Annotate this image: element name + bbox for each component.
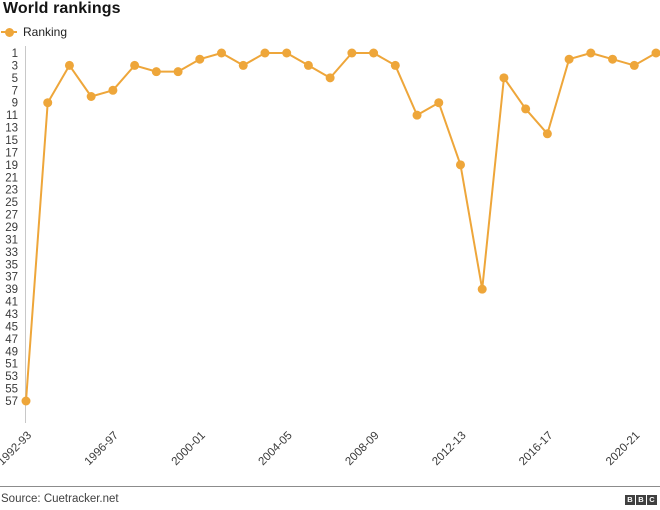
bbc-logo-block: C (647, 495, 657, 505)
y-axis-label: 21 (5, 172, 18, 184)
data-point (282, 48, 292, 58)
y-axis-label: 57 (5, 396, 18, 408)
x-axis-label: 2016-17 (517, 430, 555, 468)
y-axis-label: 53 (5, 371, 18, 383)
data-point (195, 54, 205, 64)
x-axis-label: 1992-93 (0, 430, 34, 468)
legend-label: Ranking (23, 25, 68, 39)
data-point (347, 48, 357, 58)
data-point (521, 104, 531, 114)
legend: Ranking (1, 25, 67, 39)
legend-dot-icon (5, 27, 14, 37)
data-point (455, 160, 465, 170)
data-point (108, 85, 118, 95)
data-point (564, 54, 574, 64)
y-axis-label: 1 (12, 48, 18, 60)
y-axis-label: 3 (12, 60, 18, 72)
data-point (43, 98, 53, 108)
y-axis-label: 9 (12, 98, 18, 110)
y-axis-label: 5 (12, 73, 18, 85)
x-axis-label: 2000-01 (170, 430, 208, 468)
y-axis-label: 31 (5, 234, 18, 246)
data-point (217, 48, 227, 58)
y-axis-label: 17 (5, 147, 18, 159)
x-axis-label: 1996-97 (83, 430, 121, 468)
ranking-line-chart: 1357911131517192123252729313335373941434… (0, 46, 660, 468)
y-axis-label: 19 (5, 160, 18, 172)
legend-line-marker-icon (1, 27, 17, 37)
data-point (542, 129, 552, 139)
y-axis-label: 15 (5, 135, 18, 147)
data-point (130, 60, 140, 70)
data-point (499, 73, 509, 83)
bbc-logo: B B C (625, 495, 657, 505)
data-point (260, 48, 270, 58)
data-point (238, 60, 248, 70)
y-axis-label: 55 (5, 384, 18, 396)
data-point (586, 48, 596, 58)
y-axis-label: 37 (5, 272, 18, 284)
y-axis-label: 41 (5, 297, 18, 309)
data-point (369, 48, 379, 58)
y-axis-label: 29 (5, 222, 18, 234)
y-axis-label: 13 (5, 123, 18, 135)
y-axis-label: 23 (5, 185, 18, 197)
y-axis-label: 39 (5, 284, 18, 296)
data-point (629, 60, 639, 70)
data-point (325, 73, 335, 83)
y-axis-label: 45 (5, 321, 18, 333)
y-axis-label: 51 (5, 359, 18, 371)
bbc-logo-block: B (636, 495, 646, 505)
data-point (21, 396, 31, 406)
y-axis-label: 49 (5, 346, 18, 358)
data-point (64, 60, 74, 70)
y-axis-label: 7 (12, 85, 18, 97)
y-axis-label: 11 (6, 110, 18, 122)
source-text: Source: Cuetracker.net (1, 493, 119, 505)
data-point (608, 54, 618, 64)
data-point (412, 110, 422, 120)
y-axis-label: 33 (5, 247, 18, 259)
y-axis-label: 25 (5, 197, 18, 209)
data-point (434, 98, 444, 108)
data-point (390, 60, 400, 70)
x-axis-label: 2020-21 (604, 430, 642, 468)
data-point (303, 60, 313, 70)
footer-divider (0, 486, 660, 487)
data-point (151, 67, 161, 77)
data-point (651, 48, 660, 58)
data-point (86, 92, 96, 101)
data-point (173, 67, 183, 77)
ranking-line (25, 52, 657, 402)
x-axis-label: 2008-09 (343, 430, 381, 468)
x-axis-label: 2004-05 (256, 430, 294, 468)
y-axis-label: 35 (5, 259, 18, 271)
chart-title: World rankings (3, 0, 121, 17)
y-axis-label: 43 (5, 309, 18, 321)
y-axis-label: 27 (5, 210, 18, 222)
data-point (477, 284, 487, 294)
bbc-logo-block: B (625, 495, 635, 505)
x-axis-label: 2012-13 (430, 430, 468, 468)
y-axis-label: 47 (5, 334, 18, 346)
